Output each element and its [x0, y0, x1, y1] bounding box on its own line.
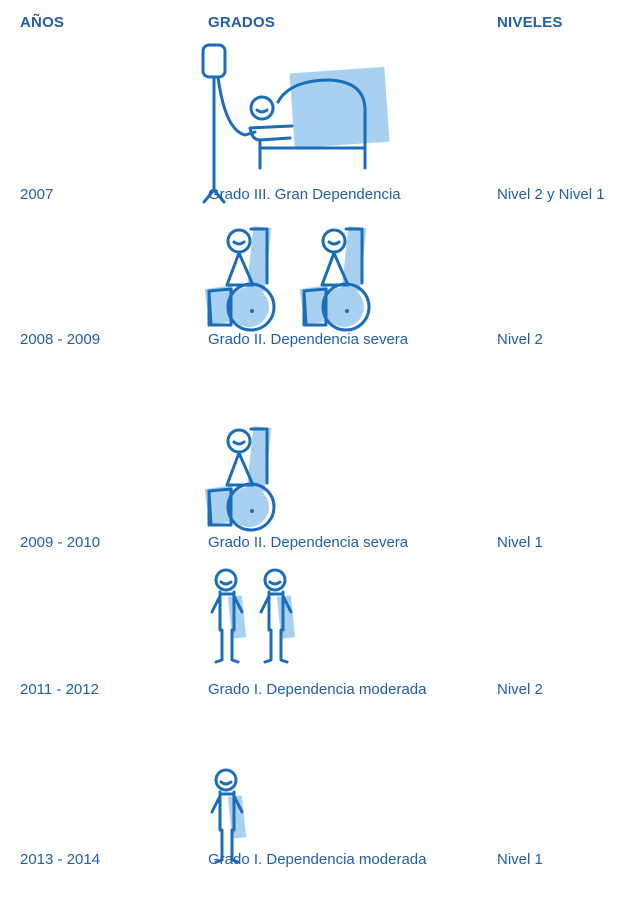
wheelchair-figure — [203, 224, 276, 332]
level-cell: Nivel 2 — [497, 331, 543, 348]
year-cell: 2011 - 2012 — [20, 681, 99, 698]
standing-figure — [259, 568, 297, 664]
grade-cell: Grado III. Gran Dependencia — [208, 186, 401, 203]
level-cell: Nivel 1 — [497, 851, 543, 868]
year-cell: 2007 — [20, 186, 54, 203]
level-cell: Nivel 2 — [497, 681, 543, 698]
header-levels: NIVELES — [497, 14, 563, 31]
grade-cell: Grado II. Dependencia severa — [208, 534, 409, 551]
grade-cell: Grado II. Dependencia severa — [208, 331, 409, 348]
year-cell: 2013 - 2014 — [20, 851, 101, 868]
level-cell: Nivel 2 y Nivel 1 — [497, 186, 605, 203]
wheelchair-figure — [203, 424, 276, 532]
header-years: AÑOS — [20, 14, 65, 31]
bed-figure — [201, 43, 392, 204]
year-cell: 2008 - 2009 — [20, 331, 101, 348]
level-cell: Nivel 1 — [497, 534, 543, 551]
year-cell: 2009 - 2010 — [20, 534, 101, 551]
grade-cell: Grado I. Dependencia moderada — [208, 681, 427, 698]
grade-cell: Grado I. Dependencia moderada — [208, 851, 427, 868]
header-grades: GRADOS — [208, 14, 276, 31]
wheelchair-figure — [298, 224, 371, 332]
standing-figure — [210, 568, 248, 664]
standing-figure — [210, 768, 248, 864]
